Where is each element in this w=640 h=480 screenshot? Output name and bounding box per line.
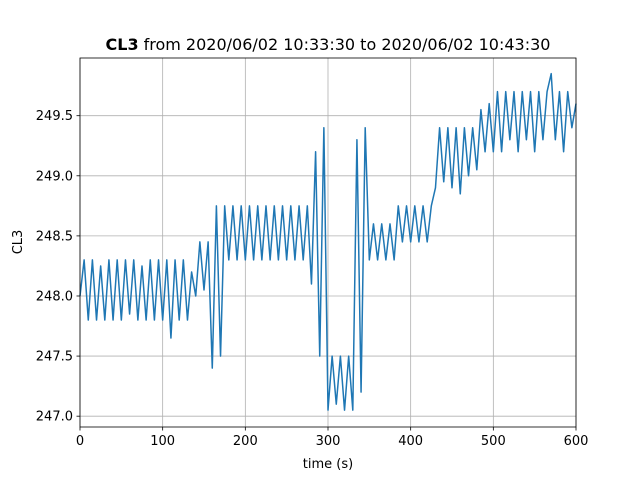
plot-frame [79, 57, 577, 428]
x-tick-label: 300 [316, 434, 341, 449]
y-tick-label: 249.5 [36, 109, 73, 124]
title-text: from 2020/06/02 10:33:30 to 2020/06/02 1… [144, 35, 551, 54]
y-tick-label: 247.0 [36, 410, 73, 425]
x-axis-label: time (s) [303, 457, 353, 472]
x-tick-label: 200 [233, 434, 258, 449]
y-tick-label: 248.5 [36, 229, 73, 244]
y-tick-label: 248.0 [36, 289, 73, 304]
x-tick-label: 0 [76, 434, 84, 449]
data-line [79, 72, 577, 411]
x-tick-label: 600 [564, 434, 589, 449]
chart-title: CL3 from 2020/06/02 10:33:30 to 2020/06/0… [106, 35, 551, 54]
y-tick-label: 247.5 [36, 350, 73, 365]
x-tick-label: 500 [481, 434, 506, 449]
x-tick-label: 100 [150, 434, 175, 449]
title-name: CL3 [106, 35, 139, 54]
y-tick-label: 249.0 [36, 169, 73, 184]
x-tick-label: 400 [398, 434, 423, 449]
y-axis-label: CL3 [11, 230, 26, 255]
